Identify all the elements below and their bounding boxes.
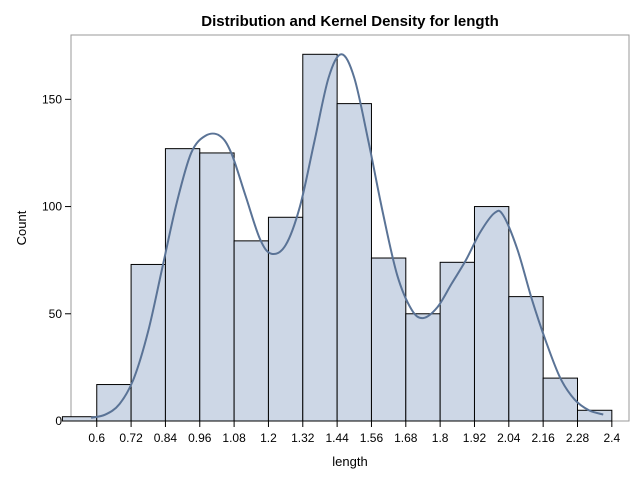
x-tick-label-2.4: 2.4 — [603, 431, 620, 445]
histogram-bar-10 — [405, 313, 441, 422]
bars-group — [61, 53, 613, 422]
y-tick-label-100: 100 — [42, 200, 62, 214]
y-tick-label-50: 50 — [49, 307, 63, 321]
histogram-bar-2 — [130, 263, 166, 422]
x-tick-label-1.32: 1.32 — [291, 431, 315, 445]
y-axis-label: Count — [14, 210, 29, 245]
y-tick-label-150: 150 — [42, 92, 62, 106]
x-tick-label-0.72: 0.72 — [119, 431, 143, 445]
histogram-bar-12 — [473, 206, 510, 422]
x-tick-label-0.6: 0.6 — [88, 431, 105, 445]
x-tick-label-2.16: 2.16 — [531, 431, 555, 445]
chart-title: Distribution and Kernel Density for leng… — [201, 13, 499, 30]
y-axis: 0 50 100 150 — [42, 92, 71, 428]
histogram-bar-6 — [267, 216, 304, 422]
histogram-bar-7 — [302, 53, 338, 422]
histogram-bar-4 — [199, 152, 235, 422]
histogram-bar-5 — [233, 240, 269, 422]
x-tick-label-2.28: 2.28 — [566, 431, 590, 445]
x-tick-label-0.96: 0.96 — [188, 431, 212, 445]
histogram-bar-14 — [542, 377, 578, 422]
histogram-bar-3 — [164, 148, 201, 422]
histogram-bar-15 — [576, 409, 613, 422]
x-tick-label-1.8: 1.8 — [432, 431, 449, 445]
histogram-bar-9 — [370, 257, 407, 422]
x-tick-label-1.44: 1.44 — [325, 431, 349, 445]
x-tick-label-0.84: 0.84 — [154, 431, 178, 445]
density-curve — [90, 53, 604, 419]
x-tick-label-1.92: 1.92 — [463, 431, 487, 445]
histogram-bar-11 — [439, 261, 475, 422]
x-tick-label-2.04: 2.04 — [497, 431, 521, 445]
y-tick-label-0: 0 — [55, 414, 62, 428]
x-axis-label: length — [332, 454, 367, 469]
x-tick-label-1.56: 1.56 — [360, 431, 384, 445]
x-tick-label-1.2: 1.2 — [260, 431, 277, 445]
x-tick-label-1.68: 1.68 — [394, 431, 418, 445]
histogram-bar-8 — [336, 103, 372, 422]
x-axis: 0.6 0.72 0.84 0.96 1.08 1.2 1.32 1.44 1.56 1.68 1.… — [88, 421, 620, 445]
x-tick-label-1.08: 1.08 — [222, 431, 246, 445]
